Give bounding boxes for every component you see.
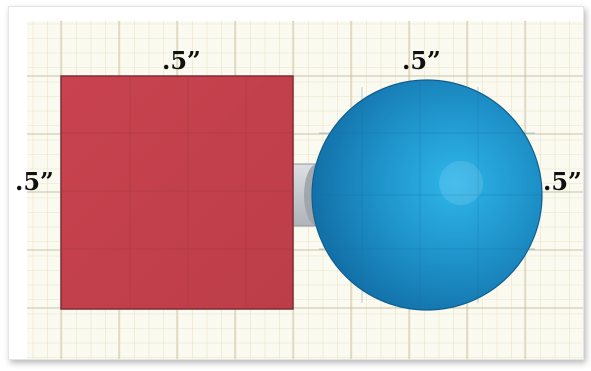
diagram-frame: .5” .5” .5” .5” xyxy=(8,6,584,360)
square-left-dimension: .5” xyxy=(15,167,54,196)
sphere-top-dimension: .5” xyxy=(402,46,441,75)
sphere-highlight xyxy=(439,161,483,205)
sphere-right-dimension: .5” xyxy=(543,167,582,196)
square-grid-overlay xyxy=(61,76,293,309)
square-top-dimension: .5” xyxy=(162,46,201,75)
diagram-canvas xyxy=(27,21,583,359)
sphere-grid-overlay xyxy=(312,80,542,310)
blue-sphere xyxy=(311,79,543,311)
red-square xyxy=(60,75,294,310)
